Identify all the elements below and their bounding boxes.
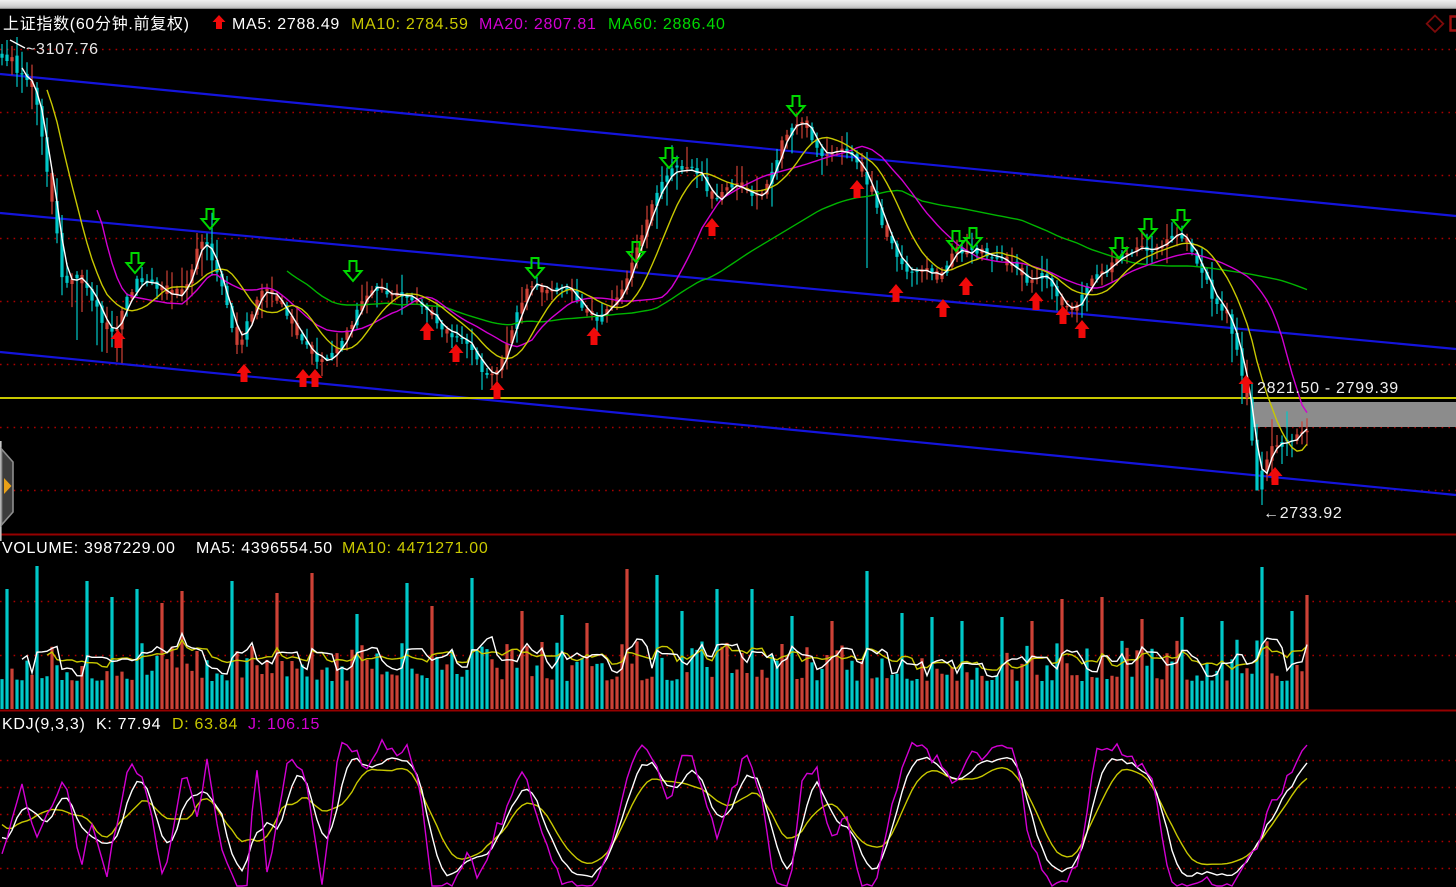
svg-text:J: 106.15: J: 106.15 [248,716,320,733]
svg-text:MA60: 2886.40: MA60: 2886.40 [608,16,726,33]
svg-text:~3107.76: ~3107.76 [26,41,99,58]
svg-text:VOLUME: 3987229.00: VOLUME: 3987229.00 [2,540,176,557]
svg-text:MA5: 4396554.50: MA5: 4396554.50 [196,540,333,557]
svg-text:MA20: 2807.81: MA20: 2807.81 [479,16,597,33]
svg-text:K: 77.94: K: 77.94 [96,716,161,733]
svg-text:MA10: 2784.59: MA10: 2784.59 [351,16,469,33]
svg-text:←2733.92: ←2733.92 [1263,505,1342,522]
svg-text:上证指数(60分钟.前复权): 上证指数(60分钟.前复权) [3,15,190,33]
svg-text:MA5: 2788.49: MA5: 2788.49 [232,16,340,33]
svg-text:D: 63.84: D: 63.84 [172,716,238,733]
svg-text:MA10: 4471271.00: MA10: 4471271.00 [342,540,488,557]
svg-text:2821.50 - 2799.39: 2821.50 - 2799.39 [1257,380,1399,397]
svg-text:KDJ(9,3,3): KDJ(9,3,3) [2,716,85,733]
